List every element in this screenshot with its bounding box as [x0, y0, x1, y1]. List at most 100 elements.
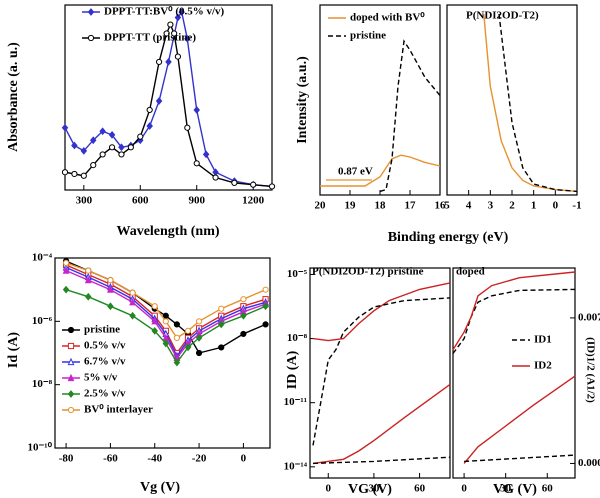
legend-label: pristine: [84, 324, 120, 336]
marker: [118, 143, 125, 152]
marker: [184, 124, 191, 131]
legend-label: 2.5% v/v: [84, 388, 126, 400]
x-tick-label: 17: [405, 200, 417, 212]
marker: [184, 327, 192, 334]
marker: [137, 133, 144, 140]
marker: [184, 343, 192, 352]
marker: [146, 106, 153, 114]
y-tick-label: 10⁻⁴: [32, 252, 53, 264]
legend-label: 0.5% v/v: [84, 340, 126, 352]
legend-label: 5% v/v: [84, 372, 118, 384]
x-tick-label: 20: [315, 200, 327, 212]
series-line: [65, 266, 266, 358]
marker: [87, 8, 95, 16]
marker: [89, 136, 97, 145]
panel-title: doped: [456, 266, 485, 278]
legend-label: BV⁰ interlayer: [84, 404, 153, 416]
marker: [146, 122, 153, 130]
marker: [61, 169, 69, 176]
marker: [195, 349, 203, 357]
series-line: [483, 13, 578, 193]
series-line: [452, 271, 576, 351]
plot-frame: [452, 267, 576, 479]
x-axis-label: VG (V): [348, 482, 392, 497]
marker: [90, 161, 97, 169]
x-axis-label: Binding energy (eV): [388, 230, 509, 245]
y2-tick-label: 0.007: [578, 311, 600, 323]
marker: [67, 373, 75, 382]
marker: [67, 406, 75, 414]
marker: [195, 334, 203, 342]
legend-label: DPPT-TT:BV⁰ (0.5% v/v): [104, 6, 225, 18]
marker: [184, 34, 191, 43]
marker: [193, 160, 200, 167]
y-tick-label: 10⁻⁸: [32, 378, 53, 390]
x-tick-label: 30: [368, 483, 380, 495]
marker: [118, 151, 125, 158]
legend-label: ID1: [534, 334, 552, 346]
marker: [155, 58, 163, 66]
x-tick-label: 30: [500, 483, 512, 495]
x-tick-label: -80: [59, 453, 74, 465]
marker: [262, 286, 269, 293]
series-line: [312, 456, 451, 465]
series-line: [452, 288, 576, 354]
y-tick-label: 10⁻¹⁰: [27, 442, 52, 454]
x-tick-label: 60: [414, 483, 426, 495]
y-tick-label: 10⁻¹¹: [284, 396, 307, 408]
annotation: 0.87 eV: [338, 166, 373, 178]
marker: [62, 285, 70, 294]
x-axis-label: VG (V): [493, 482, 537, 497]
marker: [129, 297, 136, 306]
series-line: [65, 262, 266, 339]
y-tick-label: 10⁻⁸: [287, 332, 308, 344]
panel-title: P(NDI2OD-T2) pristine: [312, 266, 424, 278]
y-tick-label: 10⁻¹⁴: [284, 460, 308, 472]
marker: [173, 321, 181, 328]
marker: [107, 285, 114, 293]
marker: [193, 106, 200, 114]
marker: [240, 330, 247, 338]
x-tick-label: -20: [192, 453, 207, 465]
y-axis-label: ID (A): [285, 350, 300, 389]
x-tick-label: 2: [509, 200, 515, 212]
series-line: [463, 375, 576, 464]
x-tick-label: 0: [326, 483, 332, 495]
x-tick-label: 1: [531, 200, 537, 212]
marker: [155, 97, 163, 105]
x-tick-label: 600: [132, 195, 149, 207]
x-tick-label: -60: [103, 453, 118, 465]
marker: [250, 181, 257, 188]
x-tick-label: -40: [147, 453, 162, 465]
x-tick-label: 3: [488, 200, 494, 212]
x-axis-label: Vg (V): [140, 480, 180, 495]
y-axis-label: Intensity (a.u.): [295, 56, 310, 144]
marker: [202, 150, 210, 159]
x-tick-label: 19: [345, 200, 357, 212]
marker: [99, 127, 106, 136]
x-tick-label: 18: [375, 200, 387, 212]
series-line: [65, 264, 266, 355]
marker: [84, 275, 92, 284]
marker: [107, 277, 114, 284]
marker: [127, 144, 134, 151]
series-line: [65, 269, 266, 360]
panel-title: P(NDI2OD-T2): [466, 10, 539, 22]
marker: [129, 289, 136, 296]
marker: [171, 30, 178, 37]
series-line: [312, 297, 451, 446]
y2-tick-label: 0.000: [578, 457, 600, 469]
marker: [262, 321, 269, 328]
x-tick-label: 0: [241, 453, 247, 465]
marker: [174, 13, 182, 22]
x-tick-label: 300: [76, 195, 93, 207]
x-tick-label: -1: [572, 200, 581, 212]
marker: [108, 130, 116, 139]
series-line: [464, 454, 576, 463]
plot-frame: [309, 267, 451, 479]
marker: [268, 183, 276, 190]
marker: [80, 172, 87, 179]
marker: [212, 174, 219, 181]
marker: [108, 144, 116, 151]
marker: [163, 30, 170, 37]
